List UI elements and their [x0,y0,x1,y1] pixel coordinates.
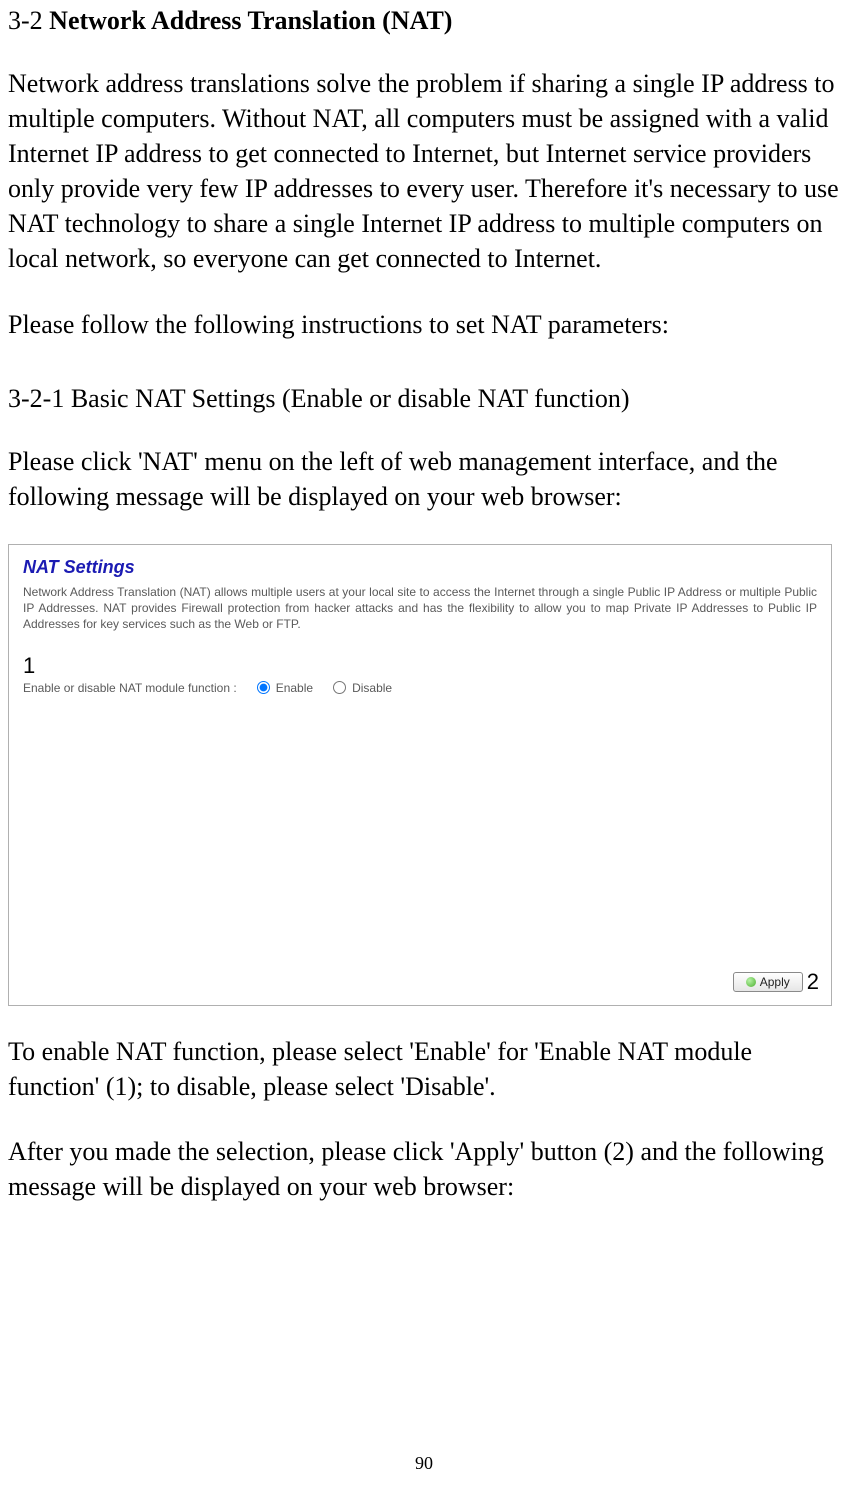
section-number: 3-2 [8,6,49,35]
radio-disable-input[interactable] [333,681,346,694]
nat-toggle-row: Enable or disable NAT module function : … [23,681,392,695]
nat-settings-description: Network Address Translation (NAT) allows… [23,584,817,633]
radio-enable[interactable]: Enable [251,681,313,695]
radio-disable[interactable]: Disable [327,681,392,695]
nat-settings-screenshot: NAT Settings Network Address Translation… [8,544,832,1006]
section-title: 3-2 Network Address Translation (NAT) [8,6,840,36]
paragraph-instruction: Please follow the following instructions… [8,307,840,342]
nat-settings-title: NAT Settings [23,557,817,578]
radio-disable-label: Disable [352,681,392,695]
paragraph-enable-note: To enable NAT function, please select 'E… [8,1034,840,1104]
subsection-heading: 3-2-1 Basic NAT Settings (Enable or disa… [8,384,840,414]
apply-button-label: Apply [760,975,790,989]
apply-area: Apply 2 [733,969,819,995]
paragraph-click-nat: Please click 'NAT' menu on the left of w… [8,444,840,514]
page-number: 90 [0,1453,848,1474]
paragraph-intro: Network address translations solve the p… [8,66,840,277]
callout-marker-1: 1 [23,653,35,679]
section-heading: Network Address Translation (NAT) [49,6,452,35]
paragraph-apply-note: After you made the selection, please cli… [8,1134,840,1204]
check-icon [746,977,756,987]
nat-toggle-label: Enable or disable NAT module function : [23,681,237,695]
radio-enable-label: Enable [276,681,313,695]
callout-marker-2: 2 [807,969,819,995]
radio-enable-input[interactable] [257,681,270,694]
apply-button[interactable]: Apply [733,972,803,992]
